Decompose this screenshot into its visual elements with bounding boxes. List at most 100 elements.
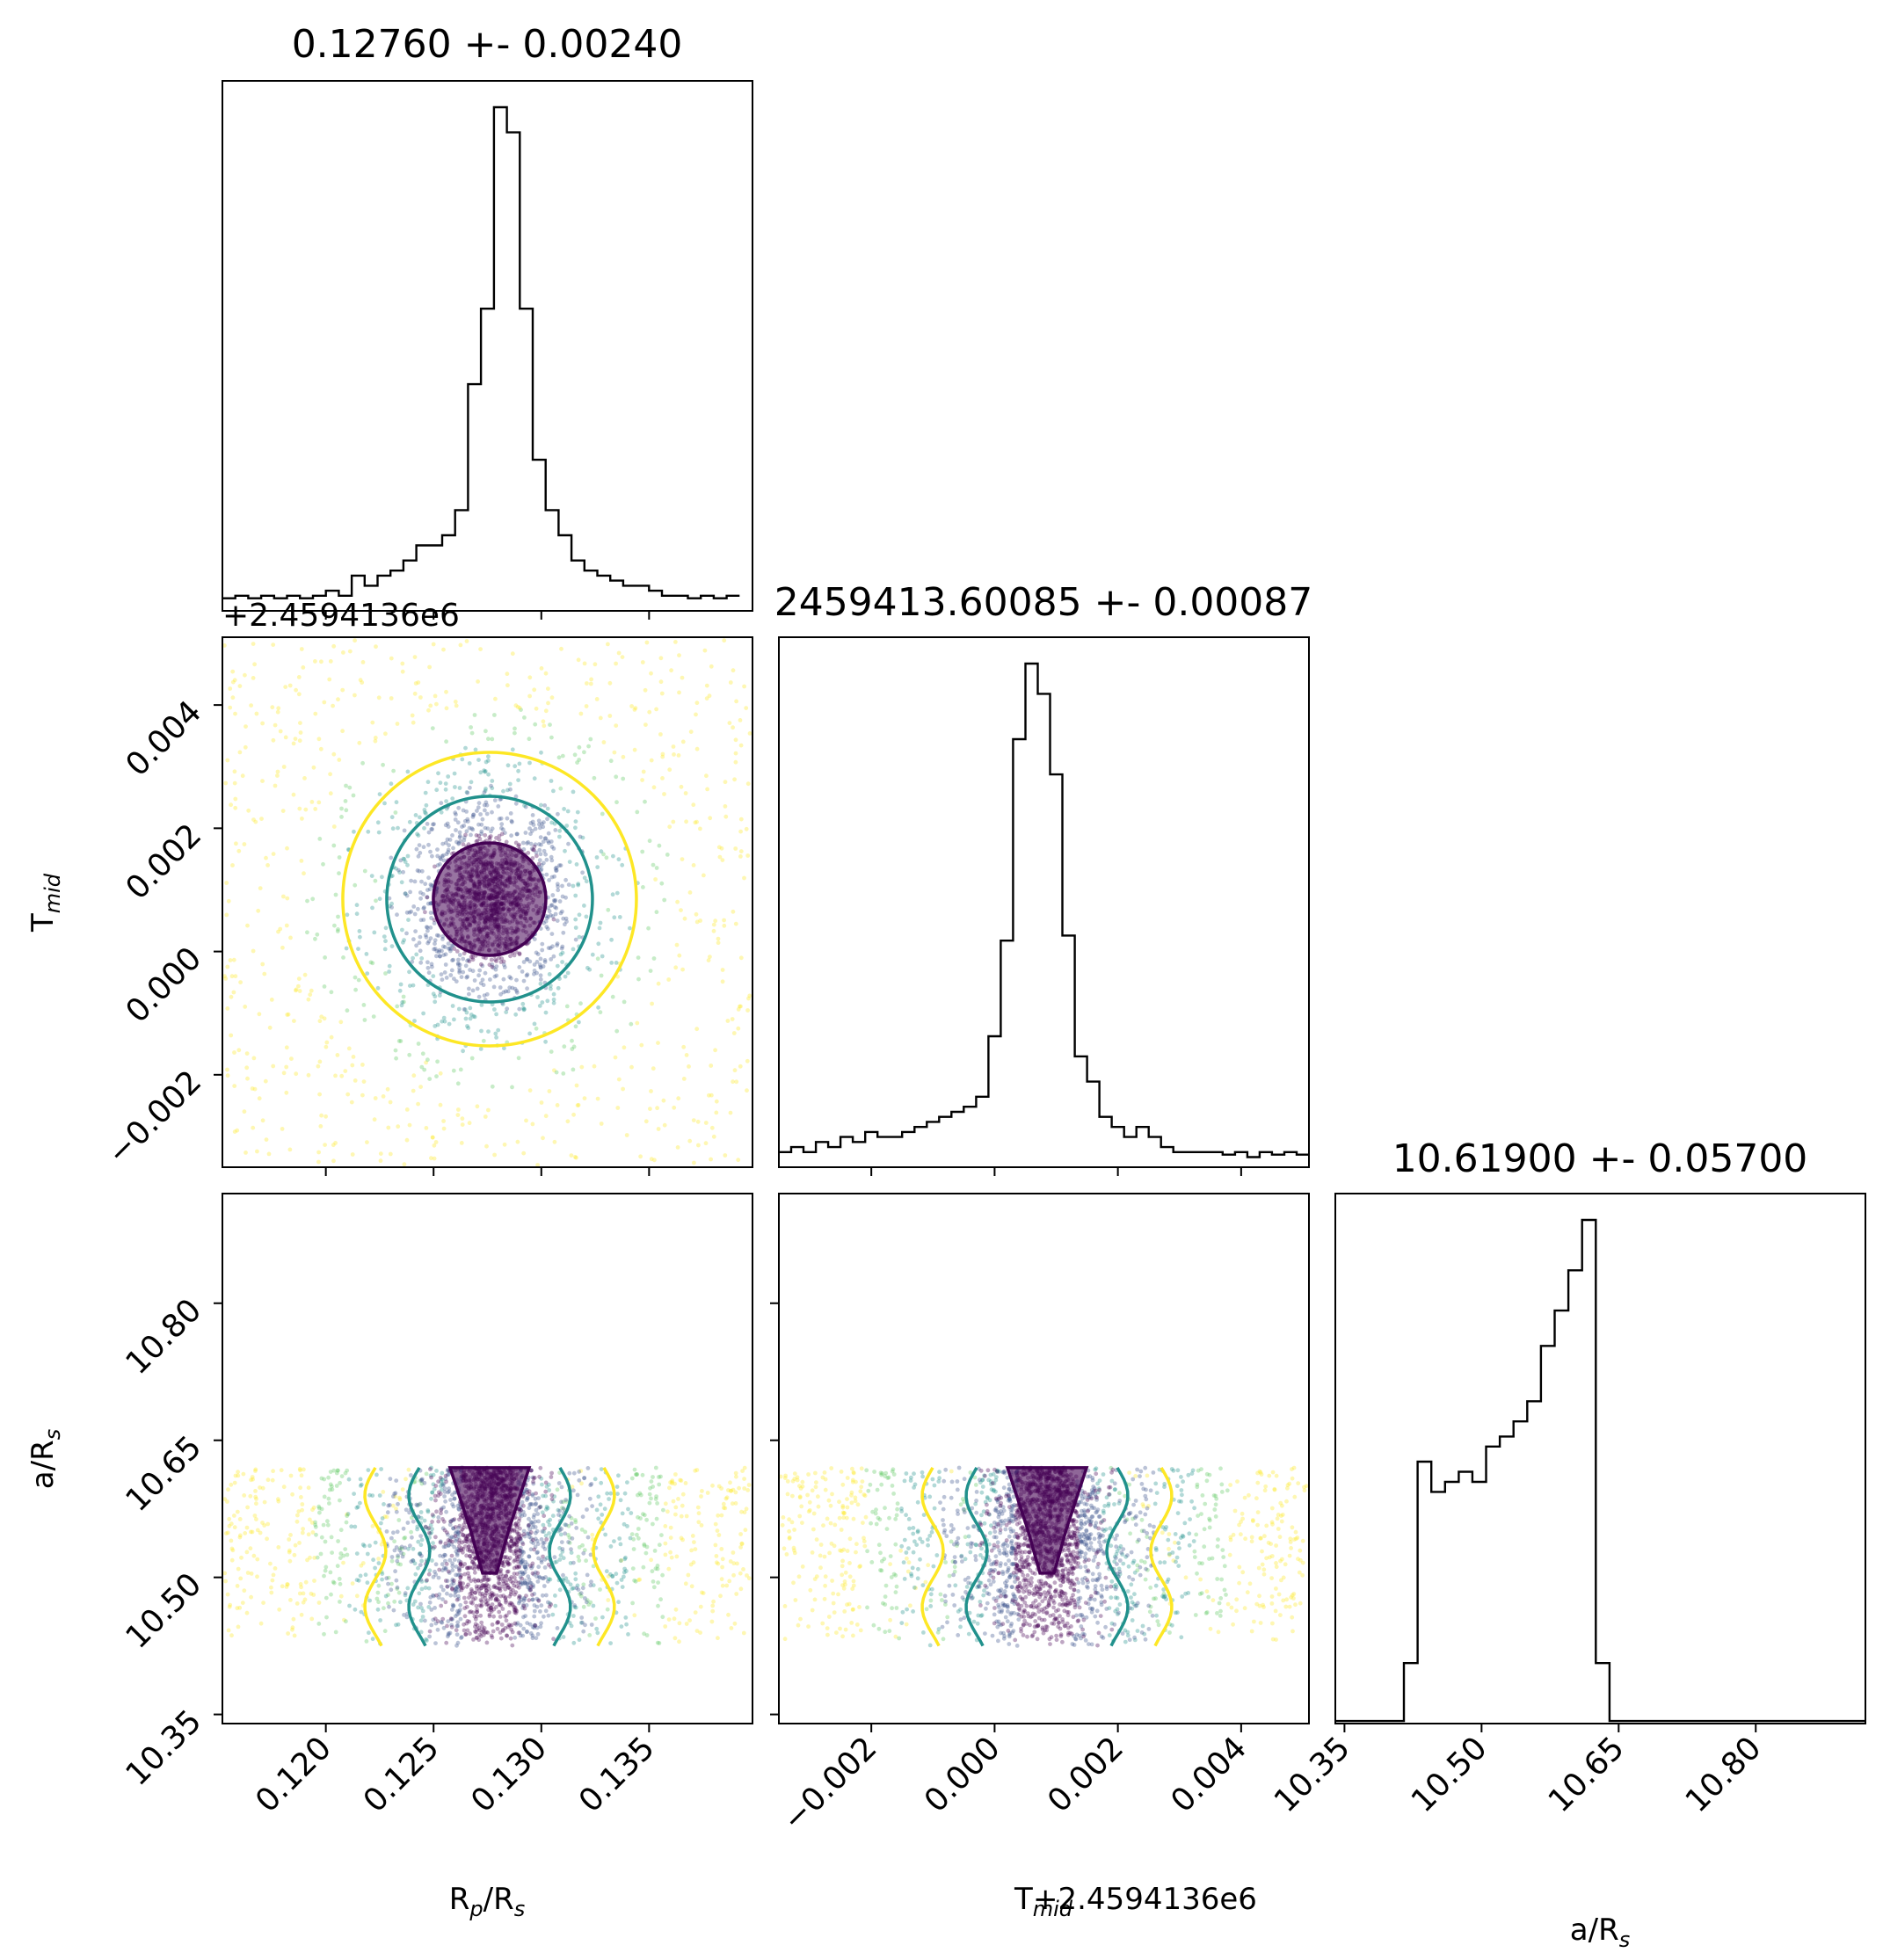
scatter-rp-tmid-point	[425, 965, 431, 970]
scatter-rp-ars-point	[300, 1502, 305, 1506]
scatter-rp-tmid-point	[465, 1024, 469, 1028]
scatter-rp-ars-point	[454, 1612, 460, 1617]
scatter-rp-tmid-point	[428, 926, 433, 930]
scatter-rp-ars-point	[521, 1550, 527, 1555]
scatter-rp-ars-point	[443, 1473, 448, 1478]
scatter-rp-tmid-point	[543, 1010, 549, 1015]
scatter-rp-ars-point	[497, 1577, 501, 1582]
scatter-rp-ars-point	[547, 1488, 552, 1492]
scatter-rp-tmid-point	[448, 947, 454, 952]
scatter-rp-ars-point	[441, 1625, 447, 1630]
scatter-rp-tmid-point	[317, 837, 323, 841]
scatter-rp-ars-point	[301, 1527, 305, 1531]
scatter-rp-tmid-point	[554, 1070, 559, 1075]
scatter-rp-tmid-point	[522, 803, 527, 808]
scatter-rp-tmid-point	[358, 678, 363, 683]
scatter-rp-tmid-point	[490, 1084, 495, 1089]
scatter-rp-tmid-point	[284, 1090, 289, 1095]
scatter-rp-tmid-point	[276, 706, 281, 711]
scatter-rp-ars-point	[517, 1519, 521, 1523]
scatter-rp-ars-point	[498, 1581, 502, 1586]
scatter-rp-ars-point	[543, 1493, 549, 1499]
scatter-rp-ars-point	[541, 1541, 546, 1545]
scatter-rp-ars-point	[399, 1546, 404, 1551]
scatter-rp-tmid-point	[433, 1024, 438, 1028]
scatter-rp-ars-point	[431, 1541, 435, 1545]
scatter-rp-ars-point	[679, 1514, 684, 1519]
scatter-rp-tmid-point	[394, 866, 398, 871]
scatter-rp-ars-point	[728, 1480, 732, 1485]
scatter-rp-tmid-point	[436, 949, 441, 955]
scatter-rp-tmid-point	[510, 985, 515, 991]
scatter-rp-ars-point	[530, 1571, 535, 1576]
scatter-rp-ars-point	[315, 1555, 320, 1560]
scatter-rp-ars-point	[483, 1596, 488, 1601]
scatter-rp-tmid-point	[524, 1118, 528, 1123]
scatter-rp-ars-point	[507, 1602, 513, 1608]
scatter-rp-ars-point	[532, 1592, 537, 1596]
scatter-rp-ars-point	[444, 1562, 449, 1566]
scatter-rp-ars-point	[440, 1526, 446, 1531]
scatter-rp-ars-point	[526, 1524, 531, 1528]
scatter-rp-tmid-point	[610, 994, 615, 999]
scatter-rp-tmid-point	[527, 826, 532, 831]
scatter-rp-tmid-point	[530, 1122, 535, 1127]
scatter-rp-tmid-point	[510, 1085, 514, 1090]
scatter-rp-tmid-point	[616, 857, 622, 862]
scatter-rp-ars-point	[538, 1504, 543, 1509]
scatter-rp-ars-point	[454, 1643, 459, 1648]
scatter-rp-ars-point	[619, 1558, 624, 1563]
scatter-rp-tmid-point	[479, 1003, 484, 1007]
scatter-rp-tmid-point	[431, 974, 436, 978]
scatter-rp-tmid-point	[331, 1158, 336, 1164]
scatter-rp-ars-point	[514, 1622, 519, 1627]
scatter-rp-ars-point	[657, 1475, 661, 1479]
scatter-rp-ars-point	[330, 1484, 334, 1489]
scatter-rp-ars-point	[431, 1546, 436, 1551]
scatter-rp-tmid-point	[582, 875, 587, 881]
scatter-rp-ars-point	[536, 1564, 542, 1570]
scatter-rp-ars-point	[573, 1605, 578, 1610]
scatter-rp-ars-point	[596, 1494, 601, 1499]
scatter-rp-ars-point	[529, 1565, 534, 1571]
scatter-rp-tmid-point	[426, 842, 431, 847]
scatter-rp-ars-point	[485, 1601, 491, 1607]
scatter-rp-tmid-point	[456, 957, 461, 962]
scatter-rp-ars-point	[483, 1583, 488, 1588]
scatter-rp-tmid-point	[450, 833, 454, 838]
scatter-rp-ars-point	[519, 1549, 524, 1554]
scatter-rp-ars-point	[588, 1552, 593, 1557]
scatter-rp-ars-point	[429, 1622, 434, 1628]
scatter-rp-ars-point	[316, 1601, 322, 1605]
scatter-rp-ars-point	[445, 1579, 450, 1584]
scatter-rp-tmid-point	[703, 1121, 709, 1125]
scatter-rp-tmid-point	[458, 642, 463, 648]
scatter-rp-ars-point	[434, 1469, 439, 1473]
scatter-rp-tmid-point	[418, 960, 424, 965]
scatter-rp-ars-point	[467, 1619, 472, 1624]
scatter-rp-tmid-point	[677, 953, 682, 958]
scatter-rp-tmid-point	[633, 706, 638, 710]
scatter-rp-tmid-point	[677, 653, 681, 657]
scatter-rp-ars-point	[471, 1597, 476, 1602]
scatter-rp-ars-point	[689, 1548, 694, 1553]
scatter-rp-tmid-point	[450, 796, 455, 801]
scatter-rp-tmid-point	[228, 705, 233, 710]
scatter-rp-tmid-point	[595, 1096, 600, 1101]
scatter-rp-tmid-point	[483, 729, 488, 734]
scatter-rp-ars-point	[557, 1546, 562, 1550]
scatter-rp-ars-point	[514, 1540, 520, 1545]
scatter-rp-tmid-point	[501, 788, 505, 794]
scatter-rp-tmid-point	[324, 1044, 329, 1049]
scatter-rp-ars-point	[624, 1622, 629, 1627]
scatter-rp-tmid-point	[648, 969, 653, 973]
scatter-rp-ars-point	[329, 1535, 334, 1540]
scatter-rp-ars-point	[610, 1574, 615, 1579]
scatter-rp-tmid-point	[616, 650, 622, 656]
scatter-rp-ars-point	[530, 1502, 534, 1506]
scatter-rp-tmid-point	[294, 987, 299, 992]
scatter-rp-tmid-point	[481, 1038, 486, 1043]
scatter-rp-ars-point	[322, 1631, 326, 1637]
scatter-rp-tmid-point	[595, 865, 600, 869]
scatter-rp-ars-point	[456, 1611, 462, 1615]
